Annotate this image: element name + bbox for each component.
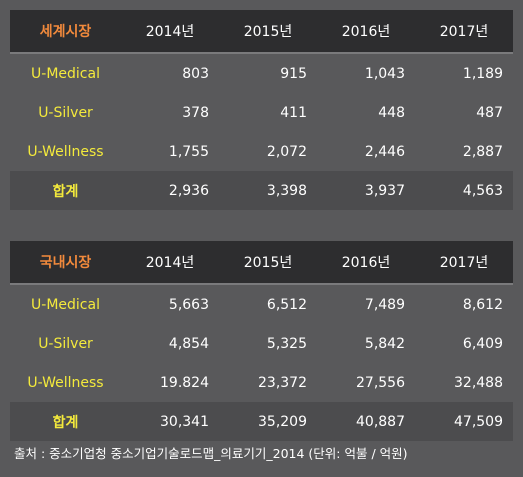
table-row: U-Medical 5,663 6,512 7,489 8,612 bbox=[10, 283, 513, 324]
cell-value: 803 bbox=[121, 52, 219, 93]
cell-value: 5,842 bbox=[364, 335, 405, 352]
cell-value: 915 bbox=[219, 52, 317, 93]
cell-value: 2,446 bbox=[364, 143, 405, 160]
domestic-market-table: 국내시장 2014년 2015년 2016년 2017년 U-Medical 5… bbox=[10, 241, 513, 441]
domestic-table-title: 국내시장 bbox=[39, 255, 92, 271]
year-header: 2014년 bbox=[145, 255, 195, 271]
row-label: U-Silver bbox=[38, 104, 93, 121]
row-label: 합계 bbox=[52, 414, 79, 431]
row-label: 합계 bbox=[52, 183, 79, 200]
world-table-title: 세계시장 bbox=[39, 24, 92, 40]
cell-value: 5,325 bbox=[266, 335, 307, 352]
year-header: 2017년 bbox=[439, 24, 489, 40]
world-market-table: 세계시장 2014년 2015년 2016년 2017년 U-Medical 8… bbox=[10, 10, 513, 210]
cell-value: 2,887 bbox=[462, 143, 503, 160]
cell-value: 4,563 bbox=[462, 182, 503, 199]
year-header: 2017년 bbox=[439, 255, 489, 271]
row-label: U-Medical bbox=[10, 283, 121, 324]
cell-value: 2,936 bbox=[168, 182, 209, 199]
row-label: U-Silver bbox=[38, 335, 93, 352]
cell-value: 40,887 bbox=[356, 413, 405, 430]
year-header: 2015년 bbox=[243, 255, 293, 271]
year-header: 2014년 bbox=[145, 24, 195, 40]
cell-value: 4,854 bbox=[168, 335, 209, 352]
table-row: U-Silver 4,854 5,325 5,842 6,409 bbox=[10, 324, 513, 363]
table-row: U-Silver 378 411 448 487 bbox=[10, 93, 513, 132]
cell-value: 6,409 bbox=[462, 335, 503, 352]
year-header: 2015년 bbox=[243, 24, 293, 40]
cell-value: 19.824 bbox=[160, 374, 209, 391]
cell-value: 448 bbox=[378, 104, 405, 121]
cell-value: 8,612 bbox=[415, 283, 513, 324]
cell-value: 32,488 bbox=[454, 374, 503, 391]
world-header-row: 세계시장 2014년 2015년 2016년 2017년 bbox=[10, 10, 513, 53]
cell-value: 27,556 bbox=[356, 374, 405, 391]
table-row: U-Wellness 1,755 2,072 2,446 2,887 bbox=[10, 132, 513, 171]
year-header: 2016년 bbox=[341, 24, 391, 40]
total-row: 합계 30,341 35,209 40,887 47,509 bbox=[10, 402, 513, 441]
cell-value: 3,398 bbox=[266, 182, 307, 199]
cell-value: 30,341 bbox=[160, 413, 209, 430]
cell-value: 1,189 bbox=[415, 52, 513, 93]
cell-value: 2,072 bbox=[266, 143, 307, 160]
year-header: 2016년 bbox=[341, 255, 391, 271]
table-row: U-Wellness 19.824 23,372 27,556 32,488 bbox=[10, 363, 513, 402]
cell-value: 23,372 bbox=[258, 374, 307, 391]
table-row: U-Medical 803 915 1,043 1,189 bbox=[10, 52, 513, 93]
row-label: U-Medical bbox=[10, 52, 121, 93]
cell-value: 7,489 bbox=[317, 283, 415, 324]
cell-value: 47,509 bbox=[454, 413, 503, 430]
cell-value: 378 bbox=[182, 104, 209, 121]
cell-value: 487 bbox=[476, 104, 503, 121]
row-label: U-Wellness bbox=[27, 143, 104, 160]
cell-value: 411 bbox=[280, 104, 307, 121]
source-note: 출처 : 중소기업청 중소기업기술로드맵_의료기기_2014 (단위: 억불 /… bbox=[14, 446, 408, 461]
cell-value: 3,937 bbox=[364, 182, 405, 199]
cell-value: 35,209 bbox=[258, 413, 307, 430]
cell-value: 6,512 bbox=[219, 283, 317, 324]
row-label: U-Wellness bbox=[27, 374, 104, 391]
domestic-header-row: 국내시장 2014년 2015년 2016년 2017년 bbox=[10, 241, 513, 284]
cell-value: 1,755 bbox=[168, 143, 209, 160]
cell-value: 1,043 bbox=[317, 52, 415, 93]
total-row: 합계 2,936 3,398 3,937 4,563 bbox=[10, 171, 513, 210]
cell-value: 5,663 bbox=[121, 283, 219, 324]
